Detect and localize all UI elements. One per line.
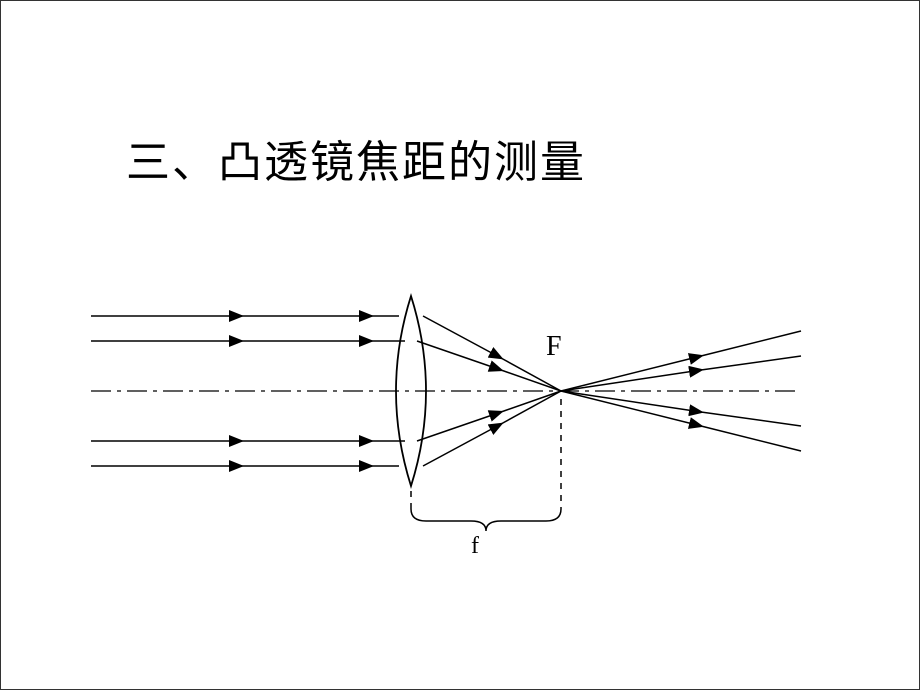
focal-length-brace — [411, 509, 561, 531]
focal-length-label: f — [471, 533, 479, 560]
measurement-guides — [411, 399, 561, 509]
page-title: 三、凸透镜焦距的测量 — [126, 126, 586, 190]
lens-ray-diagram — [81, 291, 841, 591]
focal-point-label: F — [546, 331, 562, 363]
